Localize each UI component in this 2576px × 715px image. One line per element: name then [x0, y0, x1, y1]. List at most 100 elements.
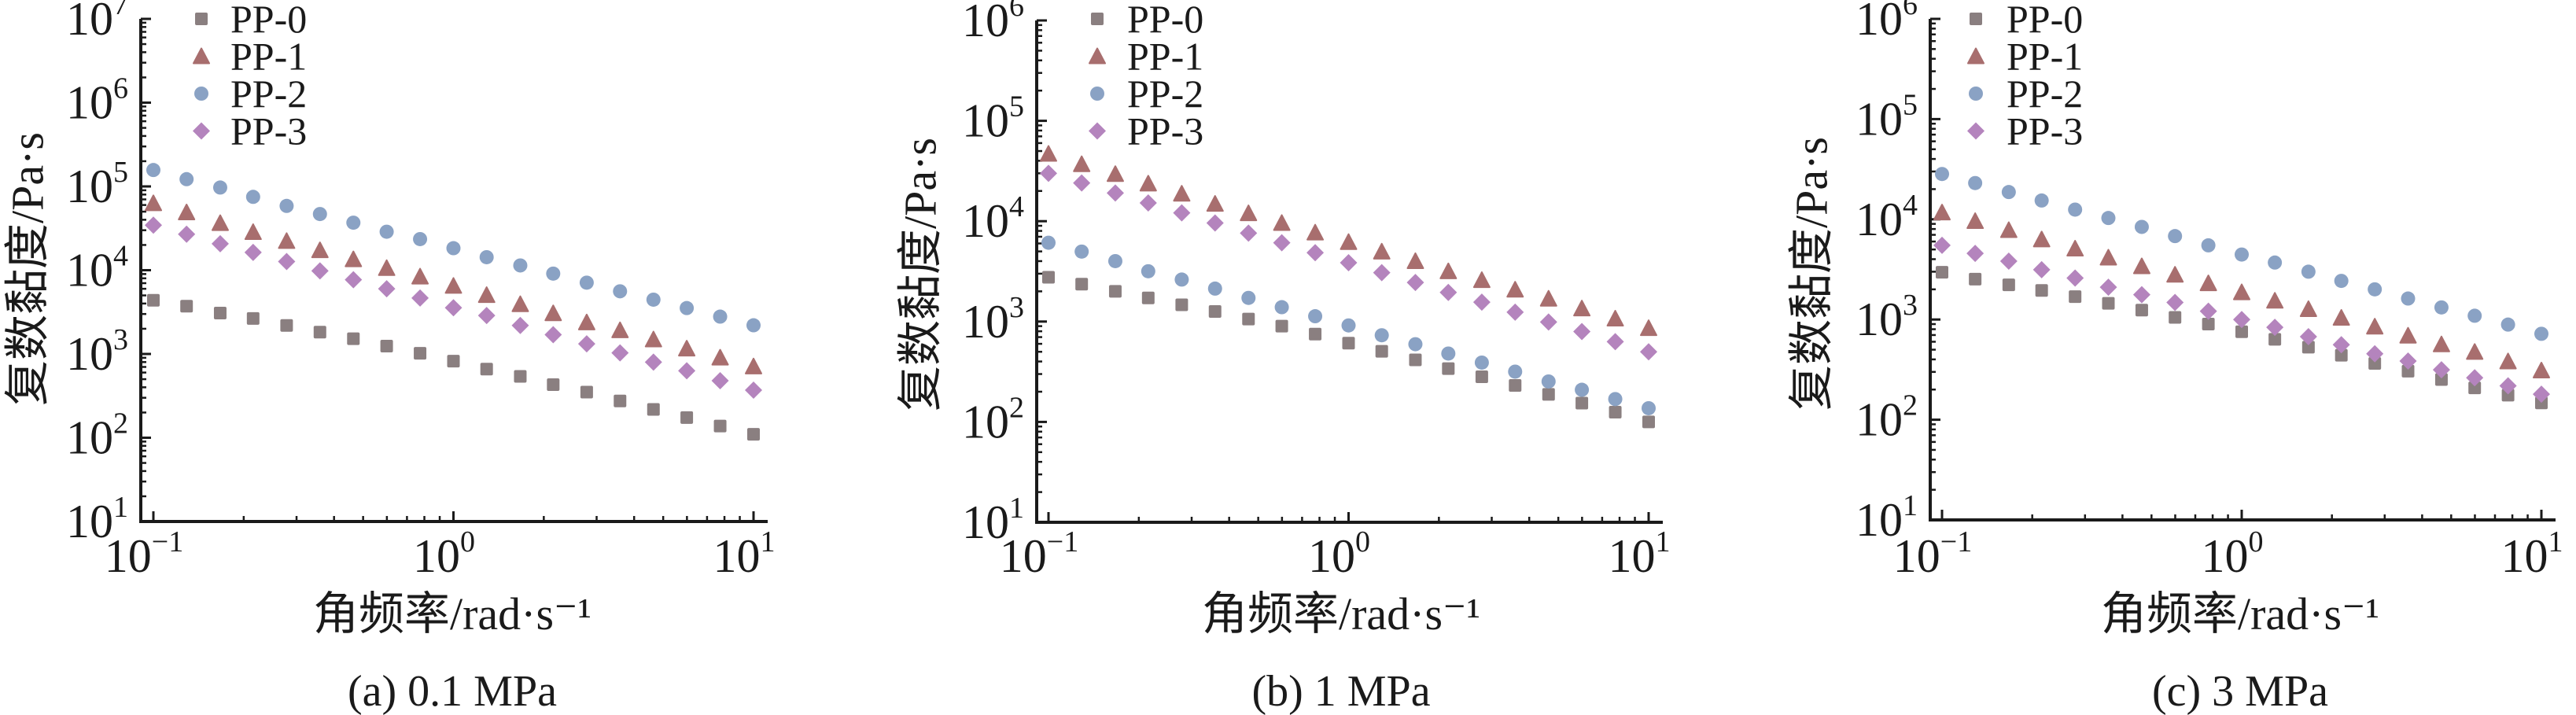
- data-point: [1108, 285, 1122, 298]
- data-point: [1933, 204, 1951, 221]
- data-point: [180, 300, 193, 313]
- data-point: [1375, 345, 1388, 358]
- data-point: [1999, 252, 2018, 271]
- data-point: [1575, 396, 1589, 410]
- legend-marker-diamond-icon: [1089, 122, 1106, 140]
- data-point: [1573, 322, 1591, 341]
- data-point: [1106, 165, 1124, 182]
- data-point: [1042, 271, 1055, 284]
- data-point: [2169, 311, 2182, 324]
- series-pp-3: [1933, 236, 2550, 404]
- data-point: [2268, 333, 2282, 346]
- data-point: [2199, 275, 2217, 292]
- legend-label: PP-2: [1127, 72, 1203, 116]
- panel-caption: (a) 0.1 MPa: [348, 667, 557, 715]
- data-point: [1472, 271, 1491, 289]
- data-point: [2233, 311, 2250, 329]
- data-point: [311, 262, 329, 280]
- data-point: [1139, 175, 1157, 192]
- data-point: [2332, 336, 2350, 354]
- data-point: [2132, 257, 2150, 275]
- data-point: [1040, 145, 1057, 162]
- data-point: [1968, 175, 1983, 190]
- data-point: [1141, 264, 1155, 278]
- data-point: [446, 241, 461, 256]
- legend-label: PP-0: [2007, 0, 2083, 41]
- data-point: [145, 194, 162, 212]
- data-point: [345, 271, 363, 289]
- data-point: [1542, 388, 1555, 401]
- legend-marker-triangle-icon: [1089, 47, 1106, 64]
- data-point: [1309, 327, 1322, 341]
- data-point: [1273, 214, 1291, 231]
- legend-marker-square-icon: [1091, 13, 1104, 25]
- x-axis-title: 角频率/rad·s⁻¹: [1202, 588, 1480, 639]
- data-point: [546, 266, 561, 281]
- data-point: [2335, 348, 2348, 362]
- data-point: [1373, 264, 1391, 282]
- data-point: [1273, 234, 1291, 252]
- y-tick-label: 104: [1856, 189, 1918, 245]
- data-point: [644, 330, 662, 348]
- data-point: [646, 292, 661, 307]
- data-point: [1306, 244, 1325, 262]
- panel-caption: (b) 1 MPa: [1251, 667, 1430, 715]
- data-point: [1406, 274, 1424, 292]
- legend-label: PP-3: [1127, 109, 1203, 153]
- data-point: [2499, 377, 2517, 395]
- data-point: [1139, 193, 1157, 212]
- data-point: [711, 371, 729, 389]
- data-point: [680, 300, 695, 315]
- data-point: [347, 332, 360, 345]
- data-point: [647, 403, 660, 416]
- data-point: [2102, 297, 2115, 310]
- y-tick-label: 105: [1856, 88, 1918, 145]
- y-tick-label: 101: [962, 492, 1024, 548]
- series-pp-2: [1935, 167, 2548, 341]
- series-pp-1: [1040, 145, 1657, 337]
- legend-label: PP-1: [1127, 35, 1203, 79]
- legend-label: PP-2: [2007, 72, 2083, 116]
- data-point: [1933, 236, 1951, 254]
- data-point: [411, 267, 429, 285]
- chart-panel-c: 101 102 103 104 105 106 10−1 100 101 PP-0PP-1PP-2…: [1786, 0, 2563, 715]
- data-point: [1475, 370, 1488, 383]
- data-point: [246, 311, 260, 325]
- data-point: [2334, 274, 2349, 289]
- data-point: [511, 295, 529, 312]
- data-point: [2032, 260, 2051, 278]
- data-point: [2399, 326, 2417, 344]
- data-point: [1175, 298, 1188, 311]
- data-point: [1541, 374, 1556, 389]
- legend-label: PP-1: [230, 35, 307, 79]
- y-tick-label: 105: [66, 156, 128, 212]
- data-point: [1308, 309, 1323, 324]
- data-point: [2266, 319, 2284, 337]
- data-point: [2099, 249, 2117, 266]
- x-tick-label: 101: [2501, 525, 2563, 582]
- data-point: [2235, 247, 2249, 262]
- data-point: [2368, 282, 2383, 297]
- data-point: [1342, 337, 1355, 350]
- data-point: [2068, 202, 2083, 217]
- data-point: [2301, 264, 2316, 279]
- data-point: [2101, 211, 2116, 226]
- data-point: [2399, 352, 2417, 370]
- data-point: [2266, 292, 2284, 309]
- data-point: [1373, 242, 1391, 260]
- data-point: [2332, 309, 2350, 326]
- data-point: [1966, 212, 1985, 230]
- data-point: [212, 180, 227, 195]
- data-point: [1274, 300, 1289, 315]
- legend-marker-diamond-icon: [193, 122, 210, 140]
- data-point: [2401, 291, 2416, 306]
- data-point: [414, 347, 427, 360]
- y-tick-label: 102: [66, 407, 128, 464]
- legend: PP-0PP-1PP-2PP-3: [193, 0, 307, 153]
- data-point: [211, 214, 229, 231]
- data-point: [1173, 204, 1191, 222]
- data-point: [1275, 319, 1288, 333]
- data-point: [2366, 345, 2384, 363]
- legend-label: PP-1: [2007, 35, 2083, 79]
- data-point: [1999, 221, 2018, 238]
